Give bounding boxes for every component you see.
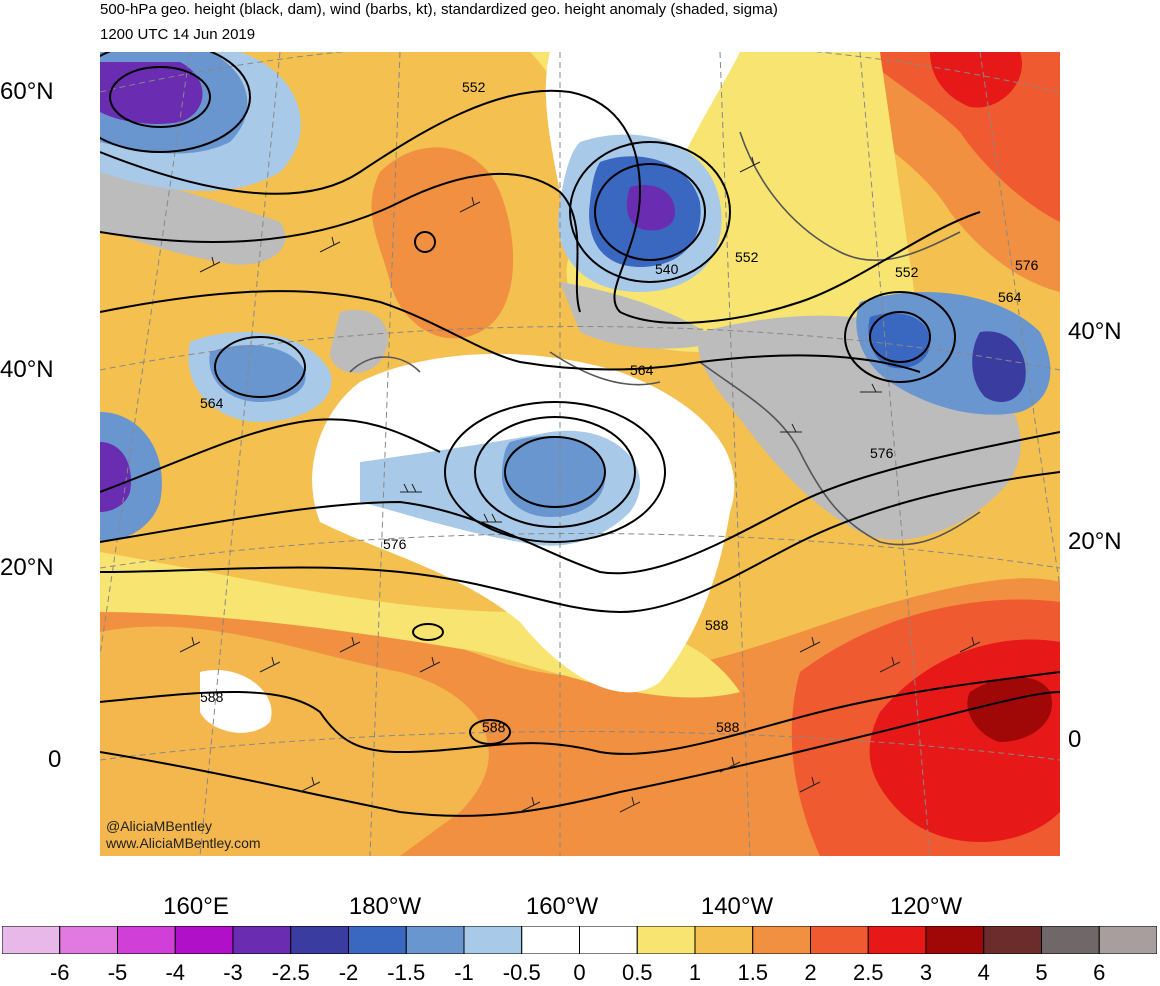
colorbar-tick-label: 0.5	[621, 960, 653, 985]
colorbar-swatch	[463, 926, 523, 954]
contour-label: 588	[716, 719, 740, 735]
colorbar-tick-label: -2.5	[271, 960, 310, 985]
colorbar-swatch	[117, 926, 176, 954]
colorbar-swatch	[290, 926, 349, 954]
coastline	[349, 131, 981, 546]
anomaly-negative-region	[209, 344, 306, 402]
lon-label-180w: 180°W	[348, 893, 422, 920]
colorbar	[2, 926, 1157, 954]
lat-label-0-left: 0	[48, 746, 62, 773]
colorbar-swatch	[174, 926, 234, 954]
anomaly-positive-region	[967, 677, 1052, 742]
lon-label-160w: 160°W	[525, 893, 599, 920]
colorbar-swatch	[983, 926, 1042, 954]
anomaly-positive-region	[371, 147, 514, 339]
colorbar-tick-label: 0	[573, 960, 586, 985]
colorbar-tick-label: 2.5	[852, 960, 884, 985]
credit-website: www.AliciaMBentley.com	[106, 835, 261, 851]
anomaly-negative-region	[501, 436, 606, 517]
anomaly-neutral-region	[560, 282, 720, 349]
colorbar-swatch	[2, 926, 61, 954]
colorbar-tick-label: -0.5	[502, 960, 541, 985]
contour-label: 576	[1015, 257, 1039, 273]
map-valid-time: 1200 UTC 14 Jun 2019	[100, 26, 256, 43]
colorbar-tick-label: 2	[804, 960, 817, 985]
wind-barbs	[179, 156, 981, 813]
colorbar-tick-label: -1.5	[387, 960, 426, 985]
colorbar-swatch	[867, 926, 927, 954]
anomaly-negative-region	[972, 331, 1026, 402]
contour-label: 564	[200, 395, 224, 411]
colorbar-tick-label: 6	[1093, 960, 1106, 985]
lon-label-160e: 160°E	[163, 893, 229, 920]
contour-label: 588	[705, 617, 729, 633]
anomaly-neutral-region	[330, 310, 388, 373]
lat-label-20n-left: 20°N	[0, 554, 54, 581]
anomaly-negative-region	[626, 184, 675, 231]
anomaly-positive-region	[930, 52, 1022, 108]
colorbar-tick-label: -2	[338, 960, 359, 985]
contour-label: 552	[735, 249, 759, 265]
colorbar-swatch	[579, 926, 638, 954]
anomaly-neutral-region	[200, 670, 272, 733]
colorbar-swatch	[405, 926, 465, 954]
colorbar-swatch	[348, 926, 407, 954]
anomaly-negative-region	[100, 442, 131, 512]
colorbar-tick-label: -6	[49, 960, 70, 985]
colorbar-tick-label: -5	[107, 960, 128, 985]
colorbar-tick-label: 1.5	[737, 960, 769, 985]
contour-label: 588	[482, 719, 506, 735]
colorbar-tick-label: -1	[454, 960, 474, 985]
colorbar-swatch	[694, 926, 754, 954]
contour-label: 576	[870, 445, 894, 461]
lat-label-20n-right: 20°N	[1068, 528, 1122, 555]
colorbar-swatch	[925, 926, 985, 954]
anomaly-negative-region	[100, 412, 162, 542]
colorbar-tick-label: 1	[688, 960, 702, 985]
lon-label-120w: 120°W	[889, 893, 963, 920]
colorbar-swatch	[1098, 926, 1157, 954]
colorbar-swatch	[59, 926, 118, 954]
map-panel: 552 540 552 552 564 576 564 564 576 588 …	[100, 52, 1060, 856]
colorbar-swatch	[1041, 926, 1100, 954]
contour-label: 552	[462, 79, 486, 95]
colorbar-swatch	[521, 926, 580, 954]
contour-label: 552	[895, 264, 919, 280]
lat-label-60n-left: 60°N	[0, 78, 54, 105]
contour-label: 564	[998, 289, 1022, 305]
lon-label-140w: 140°W	[700, 893, 774, 920]
contour-label: 576	[383, 536, 407, 552]
height-contours	[100, 52, 1060, 817]
contour-label-group: 552 540 552 552 564 576 564 564 576 588 …	[200, 79, 1039, 735]
colorbar-tick-label: 4	[977, 960, 990, 985]
colorbar-tick-label: -4	[165, 960, 186, 985]
credit-handle: @AliciaMBentley	[106, 818, 213, 834]
lat-label-40n-right: 40°N	[1068, 318, 1122, 345]
map-title: 500-hPa geo. height (black, dam), wind (…	[100, 1, 778, 18]
colorbar-tick-label: 3	[919, 960, 933, 985]
contour-label: 588	[200, 689, 224, 705]
colorbar-tick-label: 5	[1035, 960, 1048, 985]
contour-label: 564	[630, 362, 654, 378]
colorbar-swatch	[232, 926, 292, 954]
colorbar-swatch	[636, 926, 696, 954]
anomaly-negative-region	[100, 62, 203, 124]
colorbar-tick-label: -3	[223, 960, 243, 985]
colorbar-swatch	[752, 926, 811, 954]
colorbar-swatch	[810, 926, 869, 954]
anomaly-positive-region	[860, 52, 1060, 222]
lat-label-40n-left: 40°N	[0, 356, 54, 383]
contour-label: 540	[655, 261, 679, 277]
lat-label-0-right: 0	[1068, 726, 1082, 753]
